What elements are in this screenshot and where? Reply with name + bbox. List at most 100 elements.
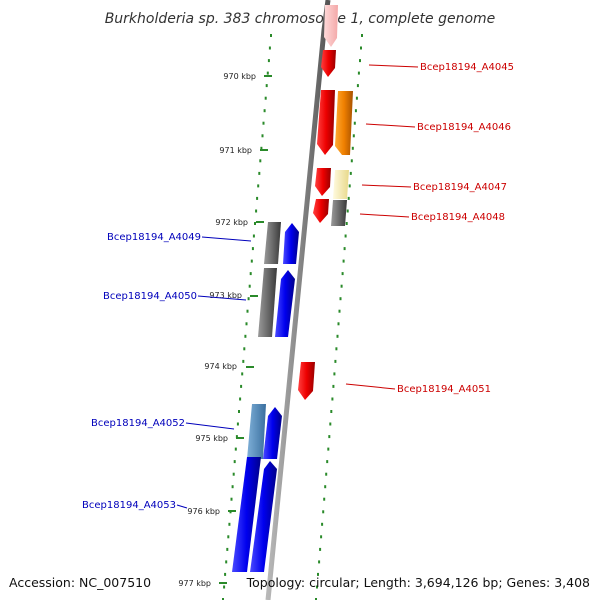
right-dotted-guide: [315, 34, 363, 600]
gene-feature-a4053-a[interactable]: [232, 457, 261, 572]
guide-dot: [255, 209, 258, 213]
guide-dot: [224, 572, 227, 576]
gene-feature-a4049-b[interactable]: [283, 223, 299, 264]
guide-dot: [268, 46, 271, 50]
guide-dot: [236, 422, 239, 426]
guide-dot: [249, 272, 252, 276]
gene-label-a4048[interactable]: Bcep18194_A4048: [411, 212, 505, 223]
guide-dot: [317, 572, 319, 576]
guide-dot: [228, 522, 231, 526]
guide-dot: [318, 560, 321, 564]
guide-dot: [226, 547, 229, 551]
guide-dot: [328, 435, 331, 439]
gene-feature-a4047-a[interactable]: [315, 168, 331, 196]
guide-dot: [349, 171, 352, 175]
guide-dot: [354, 109, 357, 113]
kbp-tick-label: 976 kbp: [187, 507, 220, 516]
guide-dot: [260, 146, 263, 150]
gene-feature-a4052-b[interactable]: [263, 407, 282, 459]
guide-dot: [325, 472, 328, 476]
guide-dot: [263, 109, 266, 113]
guide-dot: [337, 322, 340, 326]
guide-dot: [238, 410, 240, 413]
guide-dot: [256, 196, 259, 200]
gene-feature-a4053-b[interactable]: [250, 461, 277, 572]
guide-dot: [336, 334, 339, 338]
guide-dot: [321, 522, 324, 526]
kbp-tick-label: 977 kbp: [178, 579, 211, 588]
guide-dot: [262, 121, 265, 125]
guide-dot: [231, 485, 234, 489]
guide-dot: [251, 247, 254, 251]
kbp-tick-label: 972 kbp: [215, 218, 248, 227]
guide-dot: [333, 372, 336, 376]
guide-dot: [227, 535, 230, 539]
guide-dot: [356, 84, 359, 88]
gene-label-a4046[interactable]: Bcep18194_A4046: [417, 122, 511, 133]
guide-dot: [258, 171, 261, 175]
guide-dot: [332, 384, 335, 388]
guide-dot: [338, 309, 341, 313]
accession-text: Accession: NC_007510: [9, 575, 151, 590]
guide-dot: [352, 134, 355, 138]
gene-label-a4050[interactable]: Bcep18194_A4050: [103, 291, 197, 302]
guide-dot: [241, 372, 244, 376]
guide-dot: [341, 272, 344, 276]
kbp-tick-label: 975 kbp: [195, 434, 228, 443]
guide-dot: [225, 560, 228, 564]
reverse-gene-labels: Bcep18194_A4049 Bcep18194_A4050 Bcep1819…: [82, 232, 252, 511]
forward-strand-genes: [298, 5, 353, 400]
leader-line: [197, 295, 247, 301]
leader-line: [176, 504, 188, 509]
guide-dot: [243, 347, 246, 351]
kbp-scale: 970 kbp 971 kbp 972 kbp 973 kbp 974 kbp …: [178, 72, 272, 588]
gene-label-a4045[interactable]: Bcep18194_A4045: [420, 62, 514, 73]
leader-line: [345, 383, 396, 390]
leader-line: [185, 422, 235, 430]
gene-feature-a4049-a[interactable]: [264, 222, 281, 264]
gene-feature-a4052-a[interactable]: [247, 404, 266, 459]
gene-feature-a4047-b[interactable]: [333, 170, 349, 199]
guide-dot: [223, 585, 226, 589]
guide-dot: [348, 184, 351, 188]
guide-dot: [319, 547, 322, 551]
guide-dot: [242, 359, 245, 363]
gene-label-a4049[interactable]: Bcep18194_A4049: [107, 232, 201, 243]
guide-dot: [342, 259, 345, 263]
guide-dot: [267, 59, 270, 63]
gene-label-a4053[interactable]: Bcep18194_A4053: [82, 500, 176, 511]
guide-dot: [244, 334, 247, 338]
guide-dot: [326, 460, 329, 464]
guide-dot: [344, 234, 347, 238]
guide-dot: [245, 322, 248, 326]
guide-dot: [361, 34, 363, 37]
guide-dot: [345, 222, 348, 225]
guide-dot: [324, 485, 327, 489]
gene-label-a4052[interactable]: Bcep18194_A4052: [91, 418, 185, 429]
leader-line: [201, 236, 252, 242]
guide-dot: [250, 259, 253, 263]
gene-feature-partial[interactable]: [324, 5, 338, 47]
gene-feature-a4048-a[interactable]: [313, 199, 329, 223]
gene-feature-a4051[interactable]: [298, 362, 315, 400]
guide-dot: [343, 247, 346, 251]
reverse-strand-genes: [232, 222, 299, 572]
gene-label-a4051[interactable]: Bcep18194_A4051: [397, 384, 491, 395]
guide-dot: [355, 96, 358, 100]
gene-feature-a4050-a[interactable]: [258, 268, 277, 337]
guide-dot: [339, 297, 342, 301]
gene-label-a4047[interactable]: Bcep18194_A4047: [413, 182, 507, 193]
guide-dot: [248, 284, 251, 288]
gene-feature-a4046-b[interactable]: [335, 91, 353, 155]
gene-feature-a4045[interactable]: [321, 50, 336, 77]
gene-feature-a4048-b[interactable]: [331, 200, 347, 226]
gene-feature-a4046-a[interactable]: [317, 90, 335, 155]
guide-dot: [329, 422, 332, 426]
leader-line: [359, 213, 410, 218]
guide-dot: [247, 297, 250, 301]
gene-feature-a4050-b[interactable]: [275, 270, 295, 337]
guide-dot: [240, 384, 243, 388]
leader-line: [368, 64, 419, 68]
guide-dot: [232, 472, 235, 476]
